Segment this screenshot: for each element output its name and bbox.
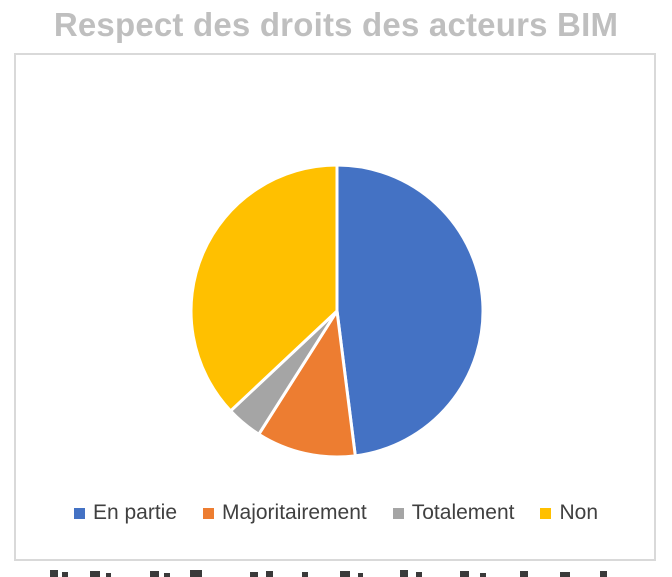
legend-label: En partie: [92, 501, 178, 524]
pie-slice-en-partie: [335, 163, 485, 458]
legend-swatch: [203, 507, 215, 519]
legend-label: Non: [559, 501, 599, 524]
legend-item-non: Non: [540, 501, 598, 525]
legend-swatch: [73, 507, 85, 519]
legend-label: Majoritairement: [222, 501, 367, 524]
legend-swatch: [540, 507, 552, 519]
pie-slice-majoritairement: [257, 309, 357, 459]
cropped-text-fragment: [50, 570, 607, 577]
legend-label: Totalement: [411, 501, 515, 524]
legend-item-totalement: Totalement: [392, 501, 515, 525]
chart-legend: En partie Majoritairement Totalement Non: [0, 501, 672, 525]
chart-title: Respect des droits des acteurs BIM: [53, 6, 619, 43]
pie-slices: [189, 163, 485, 459]
pie-slice-non: [189, 163, 339, 413]
legend-item-en-partie: En partie: [73, 501, 178, 525]
legend-item-majoritairement: Majoritairement: [203, 501, 367, 525]
legend-swatch: [392, 507, 404, 519]
